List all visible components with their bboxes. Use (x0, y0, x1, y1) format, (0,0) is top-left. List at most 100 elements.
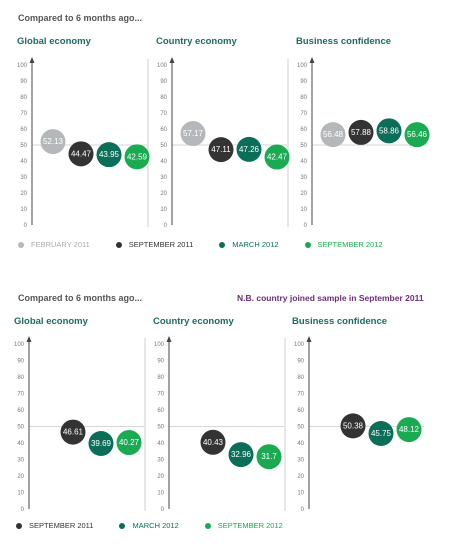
y-tick-label: 80 (157, 375, 164, 381)
y-tick-label: 60 (157, 408, 164, 414)
y-tick-label: 0 (301, 507, 305, 513)
y-tick-label: 30 (297, 458, 304, 464)
chart1-panel2-title: Country economy (156, 36, 237, 47)
legend-item-sep2011: SEPTEMBER 2011 (115, 240, 193, 249)
y-tick-label: 40 (157, 441, 164, 447)
data-label-mar2012: 47.26 (239, 145, 260, 154)
legend2-item-sep2012: SEPTEMBER 2012 (204, 521, 283, 530)
data-point-mar2012 (236, 136, 262, 162)
y-tick-label: 20 (297, 474, 304, 480)
y-tick-label: 80 (160, 95, 167, 101)
legend-label-feb2011: FEBRUARY 2011 (31, 240, 90, 249)
y-tick-label: 0 (164, 223, 168, 229)
y-axis-arrow (26, 336, 32, 342)
legend2-item-sep2011: SEPTEMBER 2011 (16, 521, 93, 530)
y-tick-label: 100 (17, 63, 28, 69)
data-label-sep2011: 47.11 (211, 145, 231, 154)
y-tick-label: 40 (300, 159, 307, 165)
y-tick-label: 70 (300, 111, 307, 117)
y-tick-label: 30 (20, 175, 27, 181)
y-tick-label: 70 (157, 392, 164, 398)
y-tick-label: 10 (20, 207, 27, 213)
data-point-sep2011 (68, 141, 94, 167)
data-label-sep2011: 40.43 (203, 438, 224, 447)
legend-item-feb2011: FEBRUARY 2011 (18, 240, 90, 249)
y-axis-arrow (29, 57, 35, 63)
data-label-sep2012: 42.47 (267, 153, 288, 162)
y-axis-arrow (306, 336, 312, 342)
legend2-dot-sep2012 (204, 522, 211, 529)
data-point-sep2012 (396, 417, 422, 443)
y-tick-label: 60 (300, 127, 307, 133)
data-label-sep2012: 40.27 (119, 438, 140, 447)
y-tick-label: 40 (160, 159, 167, 165)
chart2-panel1-title: Global economy (14, 316, 88, 327)
data-point-sep2011 (200, 429, 226, 455)
data-label-mar2012: 32.96 (231, 450, 252, 459)
y-tick-label: 10 (160, 207, 167, 213)
data-point-sep2012 (124, 144, 150, 170)
data-point-mar2012 (96, 142, 122, 168)
data-label-sep2012: 42.59 (127, 152, 148, 161)
data-point-mar2012 (228, 442, 254, 468)
y-tick-label: 80 (17, 375, 24, 381)
chart1-legend: FEBRUARY 2011 SEPTEMBER 2011 MARCH 2012 … (18, 240, 409, 249)
legend2-dot-mar2012 (119, 522, 126, 529)
data-point-mar2012 (376, 118, 402, 144)
data-point-sep2012 (264, 144, 290, 170)
chart1-panel3-title: Business confidence (296, 36, 392, 47)
y-tick-label: 40 (297, 441, 304, 447)
y-axis-arrow (166, 336, 172, 342)
data-point-mar2012 (88, 431, 114, 457)
legend2-item-mar2012: MARCH 2012 (119, 521, 179, 530)
legend-dot-mar2012 (219, 241, 226, 248)
data-label-sep2012: 48.12 (399, 425, 420, 434)
y-tick-label: 100 (294, 342, 305, 348)
data-point-sep2012 (404, 122, 430, 148)
legend-item-sep2012: SEPTEMBER 2012 (304, 240, 383, 249)
y-axis-arrow (309, 57, 315, 63)
y-tick-label: 20 (20, 191, 27, 197)
data-label-feb2011: 52.13 (43, 137, 64, 146)
y-tick-label: 20 (160, 191, 167, 197)
data-label-mar2012: 43.95 (99, 150, 120, 159)
y-tick-label: 60 (17, 408, 24, 414)
y-tick-label: 80 (297, 375, 304, 381)
data-label-feb2011: 56.48 (323, 130, 344, 139)
y-tick-label: 100 (154, 342, 165, 348)
y-tick-label: 20 (300, 191, 307, 197)
y-tick-label: 90 (157, 359, 164, 365)
data-label-sep2011: 44.47 (71, 149, 92, 158)
y-tick-label: 90 (17, 359, 24, 365)
chart2-panel3-title: Business confidence (292, 316, 388, 327)
y-tick-label: 60 (297, 408, 304, 414)
y-tick-label: 50 (20, 143, 27, 149)
legend-dot-sep2011 (115, 241, 122, 248)
y-tick-label: 10 (157, 491, 164, 497)
y-tick-label: 50 (300, 143, 307, 149)
y-tick-label: 20 (157, 474, 164, 480)
y-tick-label: 0 (21, 507, 25, 513)
y-tick-label: 10 (297, 491, 304, 497)
y-tick-label: 100 (157, 63, 168, 69)
y-tick-label: 70 (17, 392, 24, 398)
data-label-feb2011: 57.17 (183, 129, 204, 138)
y-tick-label: 50 (297, 425, 304, 431)
y-tick-label: 100 (297, 63, 308, 69)
y-tick-label: 0 (24, 223, 28, 229)
legend2-label-sep2012: SEPTEMBER 2012 (217, 521, 283, 530)
y-tick-label: 20 (17, 474, 24, 480)
data-label-mar2012: 58.86 (379, 126, 400, 135)
y-tick-label: 90 (297, 359, 304, 365)
y-tick-label: 80 (20, 95, 27, 101)
legend-dot-sep2012 (304, 241, 311, 248)
y-tick-label: 10 (17, 491, 24, 497)
y-tick-label: 30 (300, 175, 307, 181)
y-tick-label: 10 (300, 207, 307, 213)
chart2-heading: Compared to 6 months ago... (18, 293, 143, 303)
data-point-sep2011 (60, 419, 86, 445)
